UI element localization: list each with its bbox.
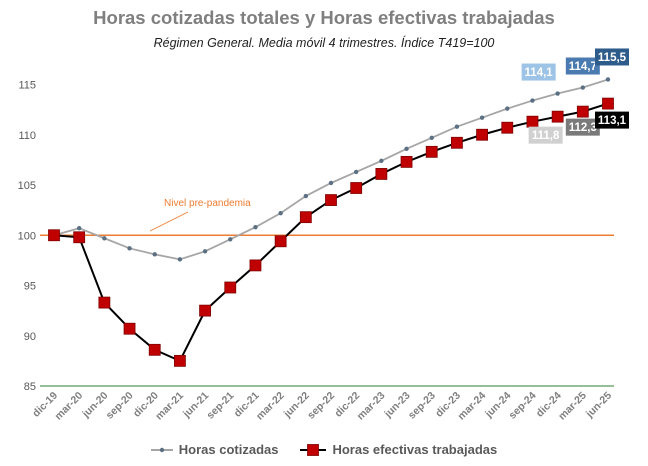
legend: Horas cotizadas Horas efectivas trabajad… [0,442,648,457]
data-label-114-7: 114,7 [565,57,600,75]
y-tick-label: 90 [24,331,36,343]
data-label-text: 114,1 [525,67,554,79]
y-tick-label: 110 [18,130,36,142]
series-line-efectivas [53,102,609,363]
data-label-113-1: 113,1 [595,111,629,129]
y-tick-label: 115 [18,80,36,92]
data-point-efectivas [501,121,514,134]
data-point-efectivas [375,168,388,180]
data-label-112-3: 112,3 [565,118,600,136]
data-point-efectivas [425,145,438,158]
data-point-cotizadas [76,226,82,231]
y-tick-label: 100 [18,230,36,242]
x-tick-label: mar-20 [52,390,85,423]
data-point-efectivas [602,97,614,110]
legend-item-efectivas: Horas efectivas trabajadas [300,442,497,457]
x-tick-label: sep-21 [204,390,236,422]
series-line-cotizadas [53,78,609,261]
legend-label-cotizadas: Horas cotizadas [178,442,279,457]
data-point-efectivas [174,354,186,367]
data-point-efectivas [400,155,413,168]
data-point-cotizadas [102,236,107,241]
data-point-cotizadas [479,115,485,120]
data-point-cotizadas [580,85,586,90]
data-point-efectivas [476,128,488,141]
data-point-efectivas [48,229,60,242]
y-tick-label: 85 [24,381,36,393]
x-tick-label: mar-23 [355,390,388,423]
data-point-efectivas [98,296,111,309]
data-point-efectivas [451,136,463,149]
x-tick-label: sep-20 [104,390,136,422]
data-point-efectivas [350,182,363,194]
legend-line-dot-icon [150,447,173,452]
data-point-efectivas [199,304,211,317]
legend-label-efectivas: Horas efectivas trabajadas [332,442,498,457]
data-point-cotizadas [278,210,283,216]
data-point-cotizadas [328,180,334,186]
x-tick-label: mar-24 [455,390,488,423]
data-point-cotizadas [454,124,460,129]
y-tick-label: 105 [18,180,36,192]
x-tick-label: sep-22 [305,390,337,422]
x-tick-label: mar-22 [254,390,287,423]
data-point-efectivas [526,115,539,128]
data-point-cotizadas [404,146,409,152]
data-point-cotizadas [505,106,510,111]
data-point-efectivas [123,322,136,335]
x-tick-label: jun-25 [583,390,614,421]
data-point-cotizadas [555,91,560,96]
data-point-efectivas [148,343,161,356]
x-tick-label: mar-21 [153,390,186,423]
data-point-cotizadas [530,98,535,103]
data-point-cotizadas [379,158,384,164]
data-label-box [565,118,600,136]
data-label-box [521,63,556,81]
reference-label-leader [149,211,189,232]
data-point-cotizadas [152,252,157,257]
data-point-cotizadas [127,246,132,251]
x-tick-label: sep-24 [507,390,539,422]
data-label-text: 112,3 [569,122,597,134]
reference-line-label: Nivel pre-pandemia [164,198,251,209]
data-point-efectivas [325,194,337,206]
data-point-efectivas [576,105,589,118]
x-tick-label: sep-23 [406,390,438,422]
data-point-efectivas [224,281,237,294]
data-point-cotizadas [202,249,208,254]
data-label-text: 115,5 [598,52,627,64]
data-point-cotizadas [253,225,258,230]
data-point-efectivas [274,235,287,248]
data-point-efectivas [73,231,86,244]
data-point-cotizadas [605,77,611,82]
x-tick-label: mar-25 [556,390,589,423]
data-label-text: 114,7 [569,61,597,73]
y-tick-label: 95 [24,281,36,293]
data-label-111-8: 111,8 [528,126,563,144]
data-label-text: 113,1 [598,115,627,127]
data-label-box [595,111,629,129]
data-point-efectivas [249,259,262,272]
legend-line-square-icon [300,443,327,456]
data-point-cotizadas [303,193,309,199]
data-label-114-1: 114,1 [521,63,556,81]
data-point-efectivas [551,110,564,123]
chart-title: Horas cotizadas totales y Horas efectiva… [93,7,555,28]
data-label-box [528,126,563,144]
data-label-text: 111,8 [532,130,560,142]
data-point-cotizadas [353,169,359,175]
data-label-115-5: 115,5 [595,48,629,66]
data-point-cotizadas [228,237,233,242]
data-point-cotizadas [177,257,183,262]
data-point-efectivas [299,211,312,224]
chart-subtitle: Régimen General. Media móvil 4 trimestre… [153,36,495,50]
data-label-box [565,57,600,75]
legend-item-cotizadas: Horas cotizadas [150,442,279,457]
data-label-box [595,48,629,66]
data-point-cotizadas [429,135,434,140]
